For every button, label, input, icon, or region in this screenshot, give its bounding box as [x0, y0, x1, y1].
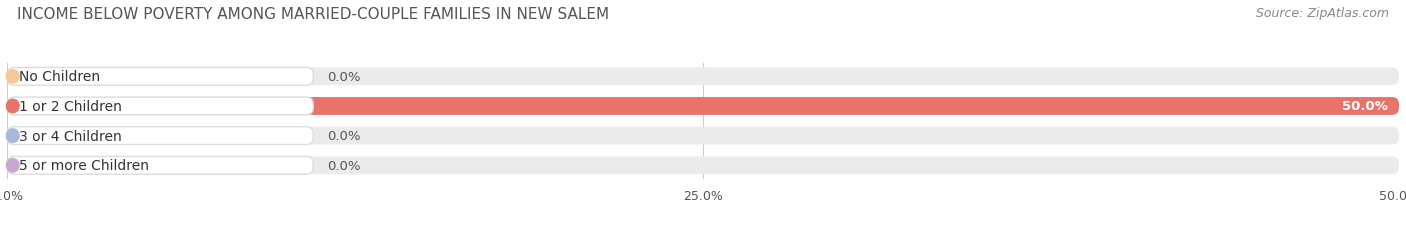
Circle shape: [7, 159, 20, 172]
Text: 5 or more Children: 5 or more Children: [20, 159, 149, 173]
Text: 0.0%: 0.0%: [328, 130, 361, 143]
FancyBboxPatch shape: [7, 127, 314, 145]
Text: 0.0%: 0.0%: [328, 70, 361, 83]
FancyBboxPatch shape: [7, 157, 314, 174]
FancyBboxPatch shape: [7, 98, 1399, 115]
Circle shape: [7, 70, 20, 84]
Text: 50.0%: 50.0%: [1341, 100, 1388, 113]
Text: 1 or 2 Children: 1 or 2 Children: [20, 100, 122, 113]
FancyBboxPatch shape: [7, 98, 1399, 115]
Text: 0.0%: 0.0%: [328, 159, 361, 172]
FancyBboxPatch shape: [7, 127, 1399, 145]
FancyBboxPatch shape: [7, 157, 1399, 174]
Text: INCOME BELOW POVERTY AMONG MARRIED-COUPLE FAMILIES IN NEW SALEM: INCOME BELOW POVERTY AMONG MARRIED-COUPL…: [17, 7, 609, 22]
Text: No Children: No Children: [20, 70, 100, 84]
FancyBboxPatch shape: [7, 98, 314, 115]
Circle shape: [7, 100, 20, 113]
Text: 3 or 4 Children: 3 or 4 Children: [20, 129, 122, 143]
Circle shape: [7, 129, 20, 143]
FancyBboxPatch shape: [7, 68, 314, 86]
Text: Source: ZipAtlas.com: Source: ZipAtlas.com: [1256, 7, 1389, 20]
FancyBboxPatch shape: [7, 68, 1399, 86]
